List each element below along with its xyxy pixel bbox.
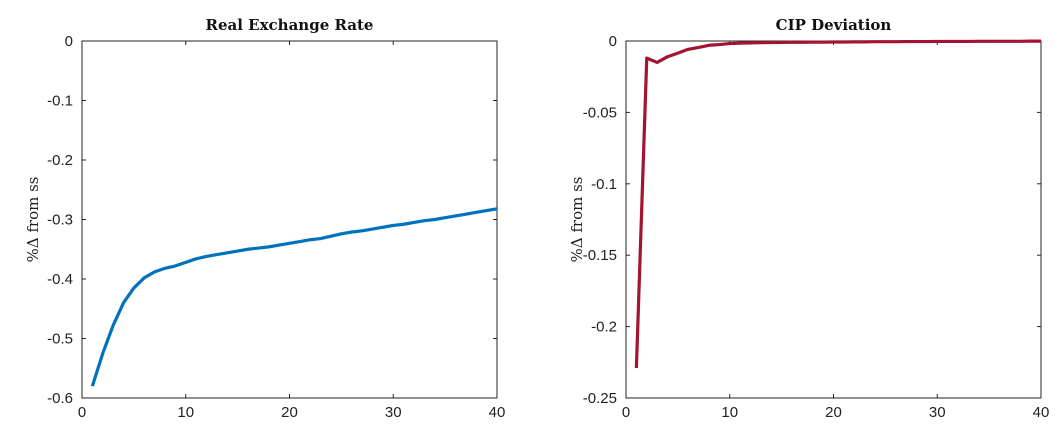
x-tick-label: 20 xyxy=(281,404,298,421)
x-tick-label: 30 xyxy=(385,404,402,421)
y-tick-label: 0 xyxy=(65,33,73,50)
x-tick-label: 30 xyxy=(929,404,946,421)
y-tick-label: -0.4 xyxy=(47,271,73,288)
x-tick-label: 40 xyxy=(1033,404,1050,421)
y-tick-label: -0.5 xyxy=(47,331,73,348)
x-tick-label: 10 xyxy=(721,404,738,421)
x-tick-label: 20 xyxy=(825,404,842,421)
chart-title: CIP Deviation xyxy=(776,16,892,34)
y-axis-label: %Δ from ss xyxy=(24,177,42,263)
x-tick-label: 10 xyxy=(177,404,194,421)
series-line xyxy=(634,39,1041,369)
y-tick-label: -0.2 xyxy=(47,152,73,169)
chart-panel-1: Real Exchange Rate 0 10 20 30 40 0 -0.1 -0.2 -0.3… xyxy=(24,16,505,421)
y-tick-label: -0.2 xyxy=(591,319,617,336)
y-tick-label: -0.6 xyxy=(47,390,73,407)
y-tick-label: -0.1 xyxy=(47,93,73,110)
x-tick-label: 0 xyxy=(622,404,630,421)
y-tick-label: 0 xyxy=(609,33,617,50)
y-axis-label: %Δ from ss xyxy=(568,177,586,263)
x-tick-label: 0 xyxy=(78,404,86,421)
y-tick-label: -0.1 xyxy=(591,176,617,193)
chart-title: Real Exchange Rate xyxy=(206,16,374,34)
y-tick-label: -0.3 xyxy=(47,212,73,229)
series-line xyxy=(90,207,498,387)
y-tick-label: -0.05 xyxy=(583,104,617,121)
axes-box xyxy=(625,40,1042,399)
chart-panel-2: CIP Deviation 0 10 20 30 40 0 -0.05 -0.1 -0.15 -0.… xyxy=(568,16,1049,421)
x-tick-label: 40 xyxy=(489,404,506,421)
y-tick-label: -0.25 xyxy=(583,390,617,407)
y-tick-label: -0.15 xyxy=(583,247,617,264)
